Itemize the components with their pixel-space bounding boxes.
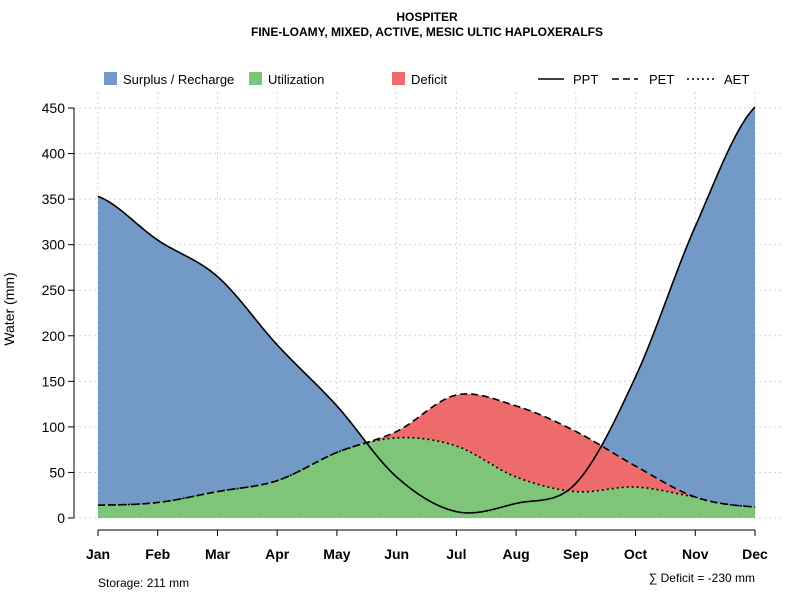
legend-swatch-surplus (104, 72, 117, 85)
y-tick-label-8: 400 (42, 146, 66, 162)
x-tick-label-4: May (323, 546, 350, 562)
legend-label-ppt: PPT (573, 72, 598, 87)
x-tick-label-9: Oct (624, 546, 648, 562)
x-tick-label-6: Jul (446, 546, 466, 562)
y-tick-label-5: 250 (42, 282, 66, 298)
legend-swatch-deficit (392, 72, 405, 85)
legend-label-deficit: Deficit (411, 72, 448, 87)
storage-label: Storage: 211 mm (98, 576, 189, 590)
area-utilization (98, 437, 755, 518)
x-axis: Jan Feb Mar Apr May Jun Jul Aug Sep Oct Nov Dec (86, 529, 768, 562)
x-tick-label-0: Jan (86, 546, 110, 562)
y-tick-label-2: 100 (42, 419, 66, 435)
legend-label-surplus: Surplus / Recharge (123, 72, 234, 87)
x-tick-label-3: Apr (265, 546, 290, 562)
y-axis-label: Water (mm) (1, 272, 17, 345)
y-tick-label-6: 300 (42, 237, 66, 253)
y-tick-label-7: 350 (42, 191, 66, 207)
area-deficit (98, 393, 755, 508)
areas-layer (98, 107, 755, 518)
x-tick-label-1: Feb (145, 546, 170, 562)
x-tick-label-5: Jun (384, 546, 409, 562)
legend-label-utilization: Utilization (268, 72, 324, 87)
deficit-total-label: ∑ Deficit = -230 mm (649, 571, 755, 585)
x-tick-label-10: Nov (682, 546, 709, 562)
y-tick-label-3: 150 (42, 373, 66, 389)
x-tick-label-8: Sep (563, 546, 589, 562)
legend-label-pet: PET (649, 72, 674, 87)
y-tick-label-9: 450 (42, 100, 66, 116)
lines-layer (97, 106, 756, 514)
x-tick-label-7: Aug (502, 546, 529, 562)
legend-swatch-utilization (249, 72, 262, 85)
legend-label-aet: AET (724, 72, 749, 87)
legend: Surplus / Recharge Utilization Deficit P… (104, 72, 749, 87)
area-surplus-recharge (98, 107, 755, 508)
y-tick-label-4: 200 (42, 328, 66, 344)
y-tick-label-0: 0 (57, 510, 65, 526)
chart-title: HOSPITER (396, 10, 458, 24)
y-tick-label-1: 50 (49, 464, 65, 480)
line-pet (97, 393, 756, 508)
x-tick-label-11: Dec (742, 546, 768, 562)
x-tick-label-2: Mar (205, 546, 230, 562)
line-ppt (97, 106, 756, 514)
chart-subtitle: FINE-LOAMY, MIXED, ACTIVE, MESIC ULTIC H… (251, 25, 603, 39)
y-axis: 0 50 100 150 200 250 300 350 400 450 (42, 100, 75, 526)
